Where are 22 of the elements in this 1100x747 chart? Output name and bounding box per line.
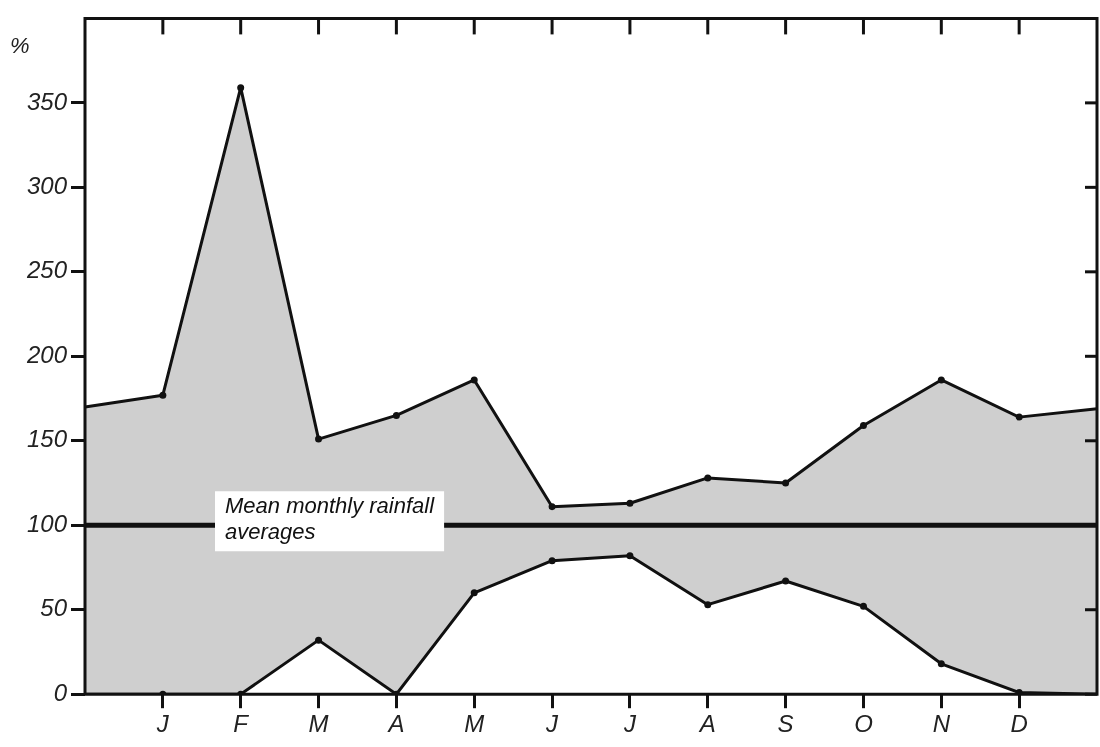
- y-axis-title: %: [10, 32, 30, 58]
- y-tick-label: 250: [25, 256, 68, 284]
- x-tick-label: J: [545, 710, 560, 738]
- x-tick-label: S: [777, 710, 794, 738]
- x-tick-label: O: [854, 710, 873, 738]
- x-tick-label: J: [622, 710, 637, 738]
- ref-line-label: Mean monthly rainfall averages: [225, 493, 436, 545]
- x-tick-label: D: [1010, 710, 1028, 738]
- x-tick-label: F: [233, 710, 250, 738]
- y-tick-label: 0: [53, 678, 68, 706]
- y-tick-label: 100: [26, 509, 68, 537]
- x-tick-label: A: [697, 710, 716, 738]
- y-tick-label: 350: [26, 87, 68, 115]
- y-tick-label: 50: [40, 594, 68, 622]
- y-tick-label: 200: [25, 340, 68, 368]
- x-tick-label: N: [932, 710, 951, 738]
- y-tick-label: 150: [26, 425, 68, 453]
- x-tick-label: A: [386, 710, 405, 738]
- y-tick-label: 300: [26, 172, 68, 200]
- x-tick-label: M: [308, 710, 329, 738]
- x-tick-label: J: [155, 710, 170, 738]
- x-tick-label: M: [464, 710, 485, 738]
